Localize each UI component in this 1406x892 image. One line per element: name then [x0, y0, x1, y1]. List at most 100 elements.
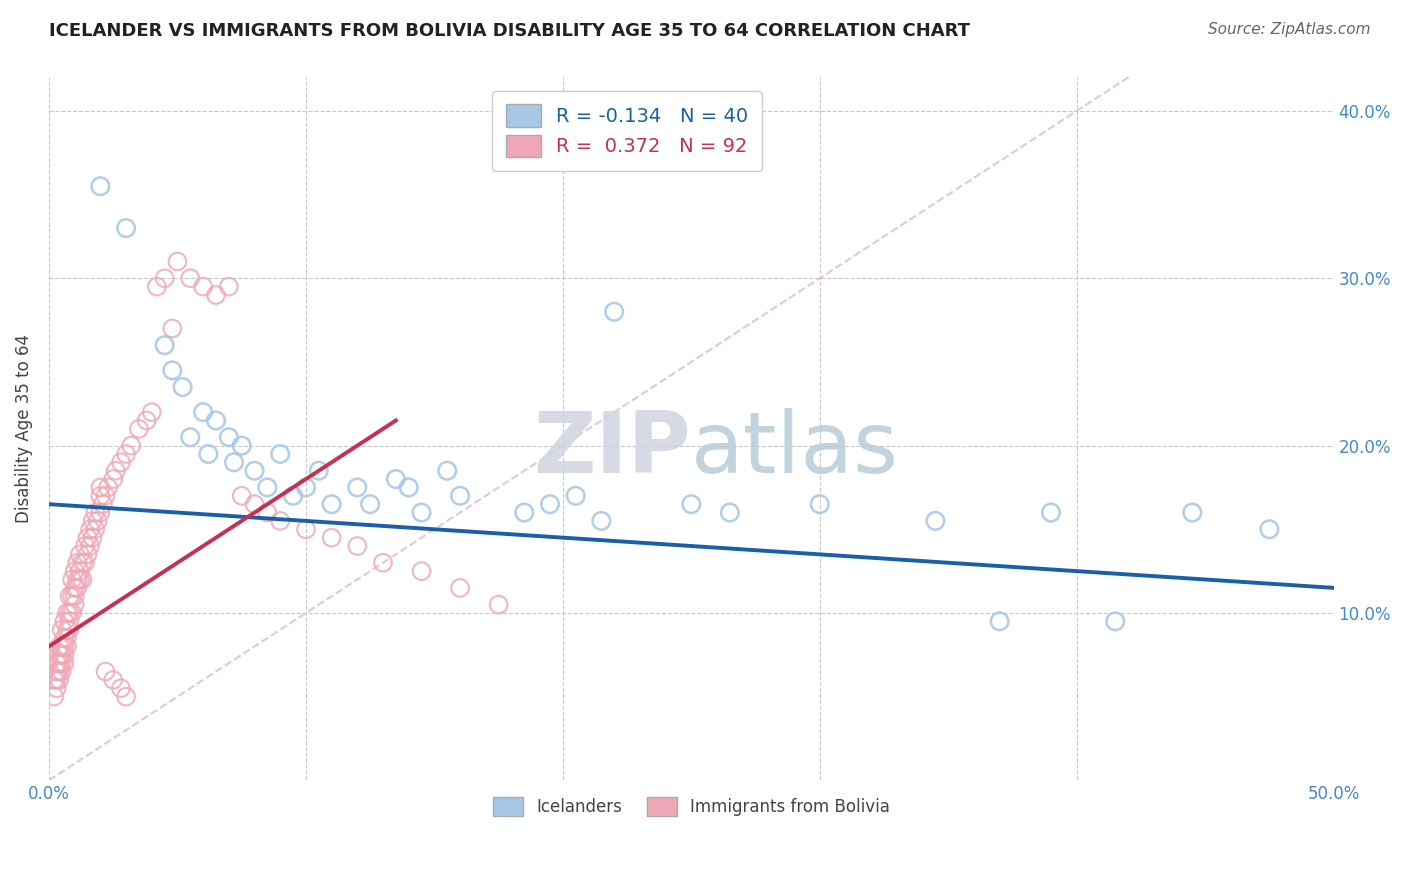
- Point: [110, 681, 132, 696]
- Point: [73, 556, 96, 570]
- Point: [135, 413, 157, 427]
- Point: [58, 606, 80, 620]
- Point: [94, 665, 117, 679]
- Point: [53, 640, 76, 654]
- Point: [82, 531, 104, 545]
- Point: [205, 413, 228, 427]
- Point: [84, 522, 107, 536]
- Point: [166, 254, 188, 268]
- Point: [346, 539, 368, 553]
- Point: [179, 271, 201, 285]
- Point: [269, 447, 291, 461]
- Point: [66, 556, 89, 570]
- Point: [51, 640, 73, 654]
- Point: [321, 497, 343, 511]
- Point: [1040, 506, 1063, 520]
- Point: [48, 673, 70, 687]
- Point: [197, 447, 219, 461]
- Point: [538, 497, 561, 511]
- Point: [110, 455, 132, 469]
- Point: [45, 656, 67, 670]
- Point: [1258, 522, 1281, 536]
- Point: [449, 581, 471, 595]
- Point: [591, 514, 613, 528]
- Point: [1181, 506, 1204, 520]
- Point: [115, 447, 138, 461]
- Point: [48, 648, 70, 662]
- Point: [398, 480, 420, 494]
- Point: [115, 690, 138, 704]
- Point: [73, 539, 96, 553]
- Point: [411, 506, 433, 520]
- Point: [308, 464, 330, 478]
- Point: [48, 656, 70, 670]
- Point: [51, 656, 73, 670]
- Point: [988, 615, 1011, 629]
- Point: [346, 480, 368, 494]
- Point: [924, 514, 946, 528]
- Point: [63, 589, 86, 603]
- Point: [295, 522, 318, 536]
- Point: [162, 363, 184, 377]
- Point: [63, 581, 86, 595]
- Point: [179, 430, 201, 444]
- Point: [72, 573, 94, 587]
- Point: [89, 506, 111, 520]
- Point: [231, 439, 253, 453]
- Point: [45, 673, 67, 687]
- Point: [371, 556, 394, 570]
- Text: ICELANDER VS IMMIGRANTS FROM BOLIVIA DISABILITY AGE 35 TO 64 CORRELATION CHART: ICELANDER VS IMMIGRANTS FROM BOLIVIA DIS…: [49, 22, 970, 40]
- Point: [218, 430, 240, 444]
- Point: [66, 581, 89, 595]
- Text: atlas: atlas: [692, 409, 900, 491]
- Point: [42, 673, 65, 687]
- Point: [564, 489, 586, 503]
- Point: [115, 221, 138, 235]
- Point: [72, 556, 94, 570]
- Point: [243, 464, 266, 478]
- Y-axis label: Disability Age 35 to 64: Disability Age 35 to 64: [15, 334, 32, 524]
- Point: [359, 497, 381, 511]
- Point: [79, 539, 101, 553]
- Point: [63, 598, 86, 612]
- Point: [51, 648, 73, 662]
- Point: [89, 489, 111, 503]
- Point: [153, 338, 176, 352]
- Point: [53, 631, 76, 645]
- Point: [94, 489, 117, 503]
- Point: [436, 464, 458, 478]
- Point: [808, 497, 831, 511]
- Point: [172, 380, 194, 394]
- Point: [58, 589, 80, 603]
- Point: [53, 656, 76, 670]
- Point: [45, 665, 67, 679]
- Point: [82, 514, 104, 528]
- Point: [449, 489, 471, 503]
- Point: [58, 623, 80, 637]
- Point: [76, 548, 98, 562]
- Point: [120, 439, 142, 453]
- Point: [53, 648, 76, 662]
- Point: [48, 640, 70, 654]
- Point: [205, 288, 228, 302]
- Point: [243, 497, 266, 511]
- Point: [222, 455, 245, 469]
- Point: [162, 321, 184, 335]
- Point: [513, 506, 536, 520]
- Point: [295, 480, 318, 494]
- Point: [104, 464, 127, 478]
- Point: [45, 681, 67, 696]
- Point: [681, 497, 703, 511]
- Point: [97, 480, 120, 494]
- Point: [51, 665, 73, 679]
- Point: [146, 279, 169, 293]
- Point: [191, 405, 214, 419]
- Point: [60, 573, 83, 587]
- Point: [89, 179, 111, 194]
- Point: [66, 573, 89, 587]
- Point: [321, 531, 343, 545]
- Point: [60, 606, 83, 620]
- Point: [63, 564, 86, 578]
- Point: [411, 564, 433, 578]
- Point: [58, 615, 80, 629]
